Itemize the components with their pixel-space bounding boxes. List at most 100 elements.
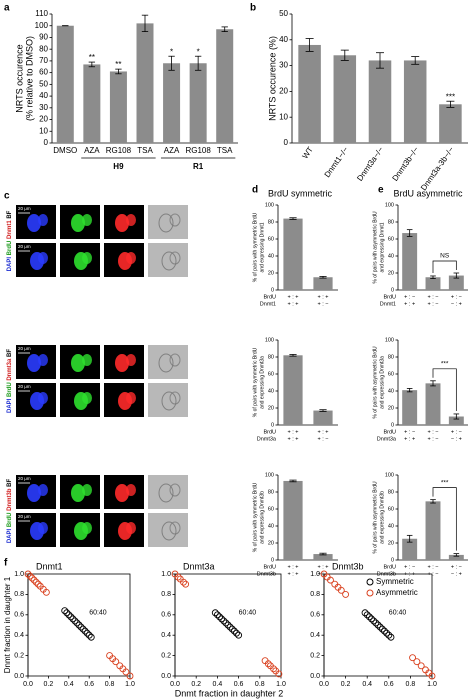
x-tick-label: 0.8 — [406, 681, 416, 688]
y-tick-label: 40 — [279, 35, 288, 44]
y-tick-label: 20 — [388, 540, 394, 546]
x-tick-label: + : + — [317, 294, 328, 300]
significance: *** — [446, 92, 455, 101]
y-tick-label: 0.8 — [161, 591, 171, 598]
significance: ** — [115, 60, 121, 69]
y-axis-label: and expressing Dnmt3b — [259, 491, 265, 544]
x-tick-label: + : + — [287, 294, 298, 300]
y-tick-label: 0.8 — [310, 591, 320, 598]
y-tick-label: 40 — [388, 253, 394, 259]
y-tick-label: 20 — [388, 270, 394, 276]
point — [182, 580, 190, 588]
micrograph — [148, 243, 188, 277]
y-tick-label: 0.0 — [310, 673, 320, 680]
x-tick-label: + : − — [317, 571, 328, 577]
point — [385, 631, 393, 639]
point — [383, 629, 391, 637]
y-tick-label: 60 — [268, 506, 274, 512]
point — [264, 660, 272, 668]
stain-name: DAPI — [7, 527, 13, 543]
cell — [169, 213, 181, 227]
x-tick-label: TSA — [137, 146, 153, 155]
chart-title: BrdU asymmetric — [393, 188, 463, 198]
stain-name: BF — [7, 478, 13, 486]
y-tick-label: 60 — [39, 68, 48, 77]
point — [126, 672, 134, 680]
x-tick-label: + : + — [287, 436, 298, 442]
y-tick-label: 60 — [388, 371, 394, 377]
point — [233, 629, 240, 637]
x-tick-label: + : − — [404, 429, 415, 435]
y-tick-label: 50 — [279, 9, 288, 18]
x-tick-label: 0.8 — [255, 681, 265, 688]
point — [24, 570, 32, 578]
point — [32, 578, 40, 586]
row-label: BrdU — [383, 564, 396, 570]
x-tick-label: 0.6 — [384, 681, 394, 688]
y-tick-label: 50 — [39, 79, 48, 88]
x-tick-label: AZA — [84, 146, 100, 155]
bar — [313, 410, 333, 425]
group-label: H9 — [113, 162, 124, 171]
y-axis-label: % of pairs with asymmetric BrdU — [372, 346, 378, 419]
x-tick-label: + : + — [287, 571, 298, 577]
bar — [298, 44, 321, 143]
y-axis-label: Dnmt fraction in daughter 1 — [3, 576, 12, 673]
bracket-label: NS — [440, 253, 450, 260]
bar — [402, 538, 418, 560]
x-tick-label: + : − — [451, 429, 462, 435]
cell — [82, 392, 92, 404]
row-label: BrdU — [263, 564, 276, 570]
cell — [38, 522, 48, 534]
bar — [402, 390, 418, 425]
bar — [448, 554, 464, 560]
x-tick-label: 0.0 — [23, 681, 33, 688]
x-tick-label: 0.4 — [213, 681, 223, 688]
scale-bar-label: 20 μm — [18, 384, 31, 389]
y-tick-label: 40 — [388, 523, 394, 529]
point — [220, 617, 228, 625]
x-tick-label: − : + — [451, 436, 462, 442]
cell — [158, 353, 174, 373]
y-axis-label: % of pairs with asymmetric BrdU — [372, 481, 378, 554]
y-tick-label: 40 — [268, 253, 274, 259]
bar — [333, 55, 357, 143]
cell — [38, 354, 48, 366]
stain-name: DAPI — [7, 397, 13, 413]
y-tick-label: 90 — [39, 33, 48, 42]
y-tick-label: 80 — [268, 354, 274, 360]
cell — [126, 214, 136, 226]
cell — [126, 392, 136, 404]
stain-label: DAPI BrdU Dnmt3b BF — [7, 478, 13, 543]
y-tick-label: 100 — [265, 337, 274, 343]
stain-name: BrdU — [7, 381, 13, 397]
row-label: Dnmt1 — [260, 301, 276, 307]
y-tick-label: 80 — [388, 354, 394, 360]
y-tick-label: 20 — [39, 115, 48, 124]
stain-label: DAPI BrdU Dnmt1 BF — [7, 210, 13, 271]
x-tick-label: RG108 — [106, 146, 132, 155]
point — [28, 574, 36, 582]
point — [75, 621, 83, 629]
panel-label: d — [252, 185, 258, 196]
y-tick-label: 0.2 — [14, 652, 24, 659]
y-tick-label: 0 — [391, 287, 394, 293]
bracket — [432, 368, 457, 411]
cell — [82, 354, 92, 366]
point — [77, 623, 85, 631]
micrograph — [148, 383, 188, 417]
row-label: BrdU — [383, 429, 396, 435]
y-tick-label: 60 — [268, 371, 274, 377]
x-tick-label: + : − — [317, 436, 328, 442]
point — [378, 625, 386, 633]
cell — [126, 522, 136, 534]
cell — [71, 354, 85, 372]
y-axis-label: NRTS occurence (%) — [267, 36, 277, 121]
point — [71, 617, 79, 625]
point — [79, 625, 87, 633]
point — [376, 623, 384, 631]
x-tick-label: AZA — [164, 146, 180, 155]
y-axis-label: and expressing Dnmt3a — [379, 356, 385, 409]
cell — [71, 484, 85, 502]
